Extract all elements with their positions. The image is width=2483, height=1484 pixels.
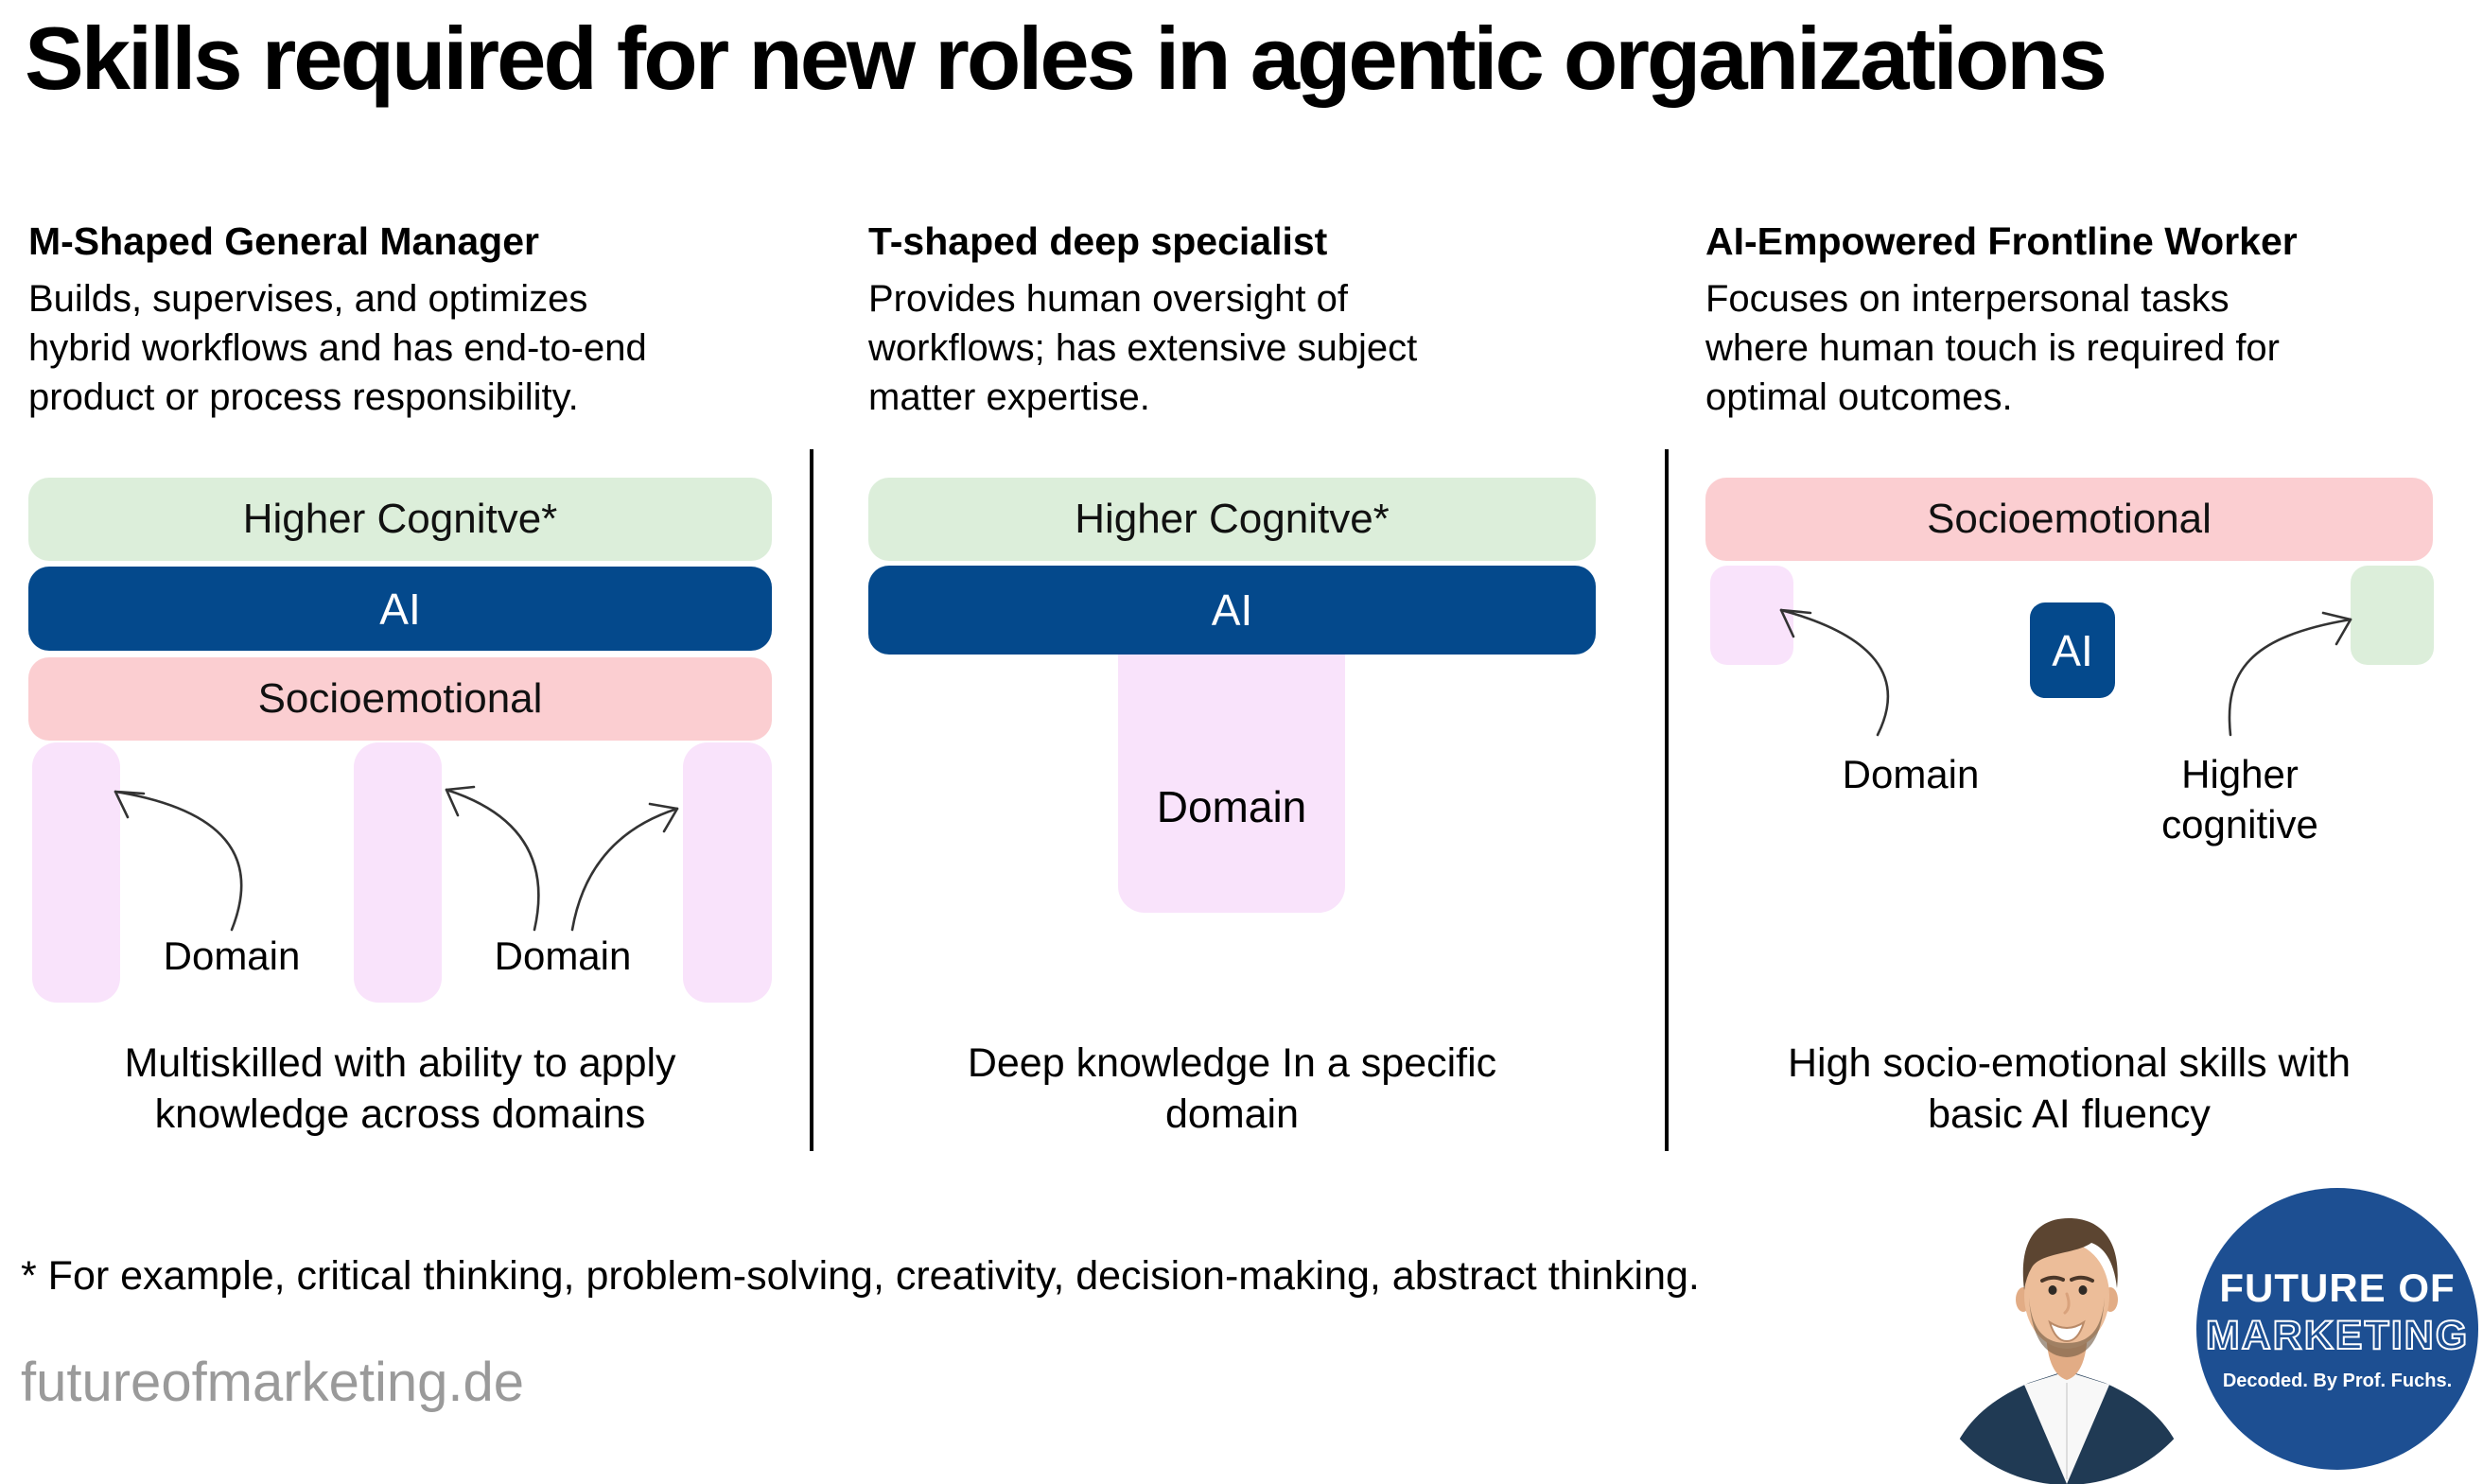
role-description: Focuses on interpersonal tasks where hum… bbox=[1705, 278, 2280, 418]
column-m-shaped-general-manager: M-Shaped General Manager Builds, supervi… bbox=[28, 0, 772, 1484]
domain-vertical-bar bbox=[683, 742, 772, 1003]
page-title: Skills required for new roles in agentic… bbox=[25, 9, 2107, 108]
domain-vertical-bar bbox=[354, 742, 442, 1003]
higher-cognitive-small-block bbox=[2351, 566, 2434, 665]
socioemotional-block: Socioemotional bbox=[1705, 478, 2433, 561]
domain-label: Domain bbox=[1842, 752, 1980, 796]
higher-cognitive-block: Higher Cognitve* bbox=[868, 478, 1596, 561]
footnote: * For example, critical thinking, proble… bbox=[21, 1253, 1700, 1299]
logo-line-1: FUTURE OF bbox=[2219, 1266, 2456, 1310]
column-t-shaped-deep-specialist: T-shaped deep specialist Provides human … bbox=[868, 0, 1596, 1484]
role-caption: Deep knowledge In a specific domain bbox=[967, 1040, 1497, 1137]
column-divider bbox=[810, 449, 813, 1151]
frontline-skill-diagram: Socioemotional AI Domain Higher cognitiv… bbox=[1705, 478, 2434, 1012]
column-divider bbox=[1665, 449, 1669, 1151]
role-caption: Multiskilled with ability to apply knowl… bbox=[124, 1040, 676, 1137]
role-heading: AI-Empowered Frontline Worker bbox=[1705, 219, 2298, 263]
role-heading: T-shaped deep specialist bbox=[868, 219, 1328, 263]
column-ai-empowered-frontline-worker: AI-Empowered Frontline Worker Focuses on… bbox=[1705, 0, 2434, 1484]
higher-cognitive-block: Higher Cognitve* bbox=[28, 478, 772, 561]
role-description: Provides human oversight of workflows; h… bbox=[868, 278, 1418, 418]
role-description: Builds, supervises, and optimizes hybrid… bbox=[28, 278, 647, 418]
curved-arrow-icons bbox=[1779, 608, 2352, 737]
brand-logo: FUTURE OF MARKETING Decoded. By Prof. Fu… bbox=[2196, 1188, 2478, 1470]
domain-small-block bbox=[1710, 566, 1793, 665]
domain-label: Domain bbox=[163, 934, 301, 978]
domain-label: Domain bbox=[1156, 782, 1307, 831]
domain-label: Domain bbox=[494, 934, 632, 978]
domain-vertical-bar bbox=[32, 742, 120, 1003]
t-shape-skill-diagram: Domain Higher Cognitve* AI bbox=[868, 478, 1596, 1012]
ai-block: AI bbox=[868, 566, 1596, 655]
role-heading: M-Shaped General Manager bbox=[28, 219, 539, 263]
socioemotional-block: Socioemotional bbox=[28, 657, 772, 741]
logo-line-2: MARKETING bbox=[2205, 1312, 2470, 1359]
m-shape-skill-diagram: Higher Cognitve* AI Socioemotional Domai… bbox=[28, 478, 772, 1012]
ai-small-block: AI bbox=[2030, 602, 2115, 698]
higher-cognitive-label: Higher cognitive bbox=[2161, 752, 2318, 847]
portrait-photo bbox=[1944, 1218, 2190, 1484]
role-caption: High socio-emotional skills with basic A… bbox=[1787, 1040, 2352, 1137]
logo-line-3: Decoded. By Prof. Fuchs. bbox=[2222, 1371, 2453, 1391]
website-url: futureofmarketing.de bbox=[21, 1352, 524, 1413]
curved-arrow-icons bbox=[114, 785, 679, 932]
ai-block: AI bbox=[28, 567, 772, 651]
